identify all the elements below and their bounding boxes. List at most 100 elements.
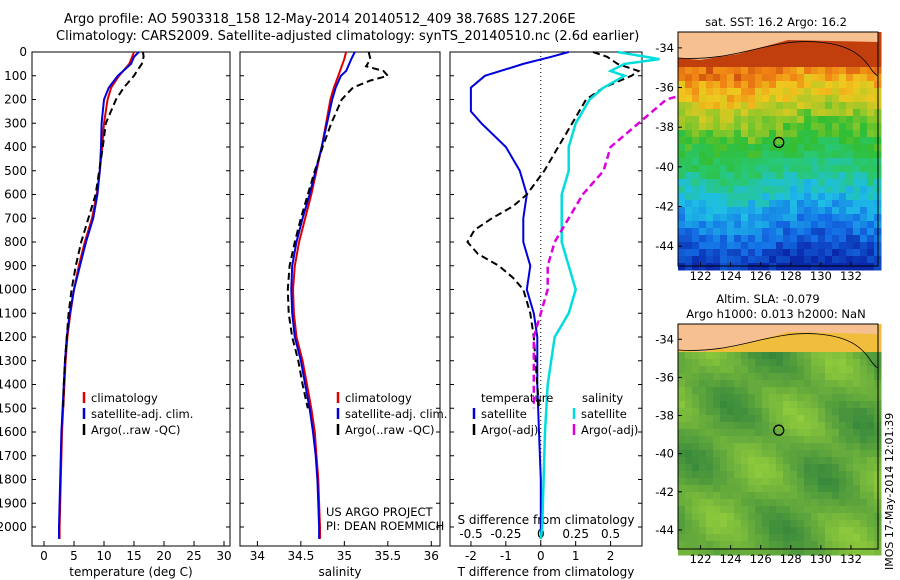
map-cell bbox=[860, 200, 868, 208]
map-cell bbox=[804, 74, 812, 82]
map-cell bbox=[783, 471, 791, 479]
map-cell bbox=[769, 443, 777, 451]
map-cell bbox=[720, 81, 728, 89]
map-cell bbox=[811, 67, 819, 75]
map-cell bbox=[846, 373, 854, 381]
map-cell bbox=[713, 478, 721, 486]
map-cell bbox=[734, 186, 742, 194]
map-cell bbox=[832, 186, 840, 194]
map-cell bbox=[762, 123, 770, 131]
map-cell bbox=[741, 186, 749, 194]
map-cell bbox=[804, 186, 812, 194]
map-cell bbox=[790, 443, 798, 451]
map-cell bbox=[853, 520, 861, 528]
map-cell bbox=[741, 373, 749, 381]
map-cell bbox=[776, 46, 784, 54]
map-cell bbox=[692, 158, 700, 166]
map-cell bbox=[818, 548, 826, 556]
map-cell bbox=[867, 186, 875, 194]
map-cell bbox=[685, 471, 693, 479]
map-cell bbox=[762, 408, 770, 416]
map-cell bbox=[818, 408, 826, 416]
map-cell bbox=[846, 53, 854, 61]
map-cell bbox=[762, 221, 770, 229]
map-cell bbox=[790, 242, 798, 250]
map-cell bbox=[685, 394, 693, 402]
map-cell bbox=[706, 81, 714, 89]
map-cell bbox=[748, 242, 756, 250]
map-cell bbox=[748, 429, 756, 437]
map-cell bbox=[762, 60, 770, 68]
map-cell bbox=[804, 338, 812, 346]
map-cell bbox=[685, 429, 693, 437]
map-cell bbox=[734, 242, 742, 250]
map-cell bbox=[825, 457, 833, 465]
map-cell bbox=[839, 520, 847, 528]
map-cell bbox=[860, 165, 868, 173]
map-cell bbox=[706, 513, 714, 521]
map-cell bbox=[685, 520, 693, 528]
map-cell bbox=[727, 548, 735, 556]
map-cell bbox=[755, 478, 763, 486]
map-cell bbox=[727, 394, 735, 402]
map-cell bbox=[867, 207, 875, 215]
map-cell bbox=[790, 478, 798, 486]
map-cell bbox=[797, 74, 805, 82]
map-cell bbox=[853, 436, 861, 444]
x-axis-label: T difference from climatology bbox=[457, 565, 635, 579]
map-cell bbox=[769, 450, 777, 458]
top-x-axis-label: S difference from climatology bbox=[458, 513, 635, 527]
map-cell bbox=[755, 373, 763, 381]
map-cell bbox=[839, 256, 847, 264]
map-cell bbox=[755, 242, 763, 250]
map-cell bbox=[832, 541, 840, 549]
map-cell bbox=[734, 387, 742, 395]
map-cell bbox=[762, 109, 770, 117]
map-cell bbox=[755, 513, 763, 521]
map-cell bbox=[783, 436, 791, 444]
map-cell bbox=[818, 151, 826, 159]
map-cell bbox=[692, 415, 700, 423]
map-cell bbox=[811, 436, 819, 444]
y-tick-label: 0 bbox=[19, 45, 27, 59]
map-cell bbox=[832, 534, 840, 542]
map-cell bbox=[867, 436, 875, 444]
map-cell bbox=[699, 513, 707, 521]
map-cell bbox=[762, 450, 770, 458]
map-cell bbox=[769, 485, 777, 493]
map-cell bbox=[797, 81, 805, 89]
map-cell bbox=[860, 46, 868, 54]
map-cell bbox=[748, 450, 756, 458]
map-cell bbox=[797, 331, 805, 339]
map-cell bbox=[839, 95, 847, 103]
map-cell bbox=[748, 158, 756, 166]
map-cell bbox=[825, 436, 833, 444]
map-cell bbox=[755, 450, 763, 458]
map-cell bbox=[860, 443, 868, 451]
map-cell bbox=[748, 144, 756, 152]
map-cell bbox=[776, 534, 784, 542]
map-cell bbox=[699, 422, 707, 430]
map-cell bbox=[741, 74, 749, 82]
map-cell bbox=[734, 366, 742, 374]
map-cell bbox=[769, 464, 777, 472]
map-cell bbox=[706, 249, 714, 257]
map-cell bbox=[741, 207, 749, 215]
map-cell bbox=[797, 506, 805, 514]
map-cell bbox=[867, 548, 875, 556]
map-cell bbox=[867, 95, 875, 103]
map-cell bbox=[804, 60, 812, 68]
map-cell bbox=[692, 352, 700, 360]
map-cell bbox=[678, 415, 686, 423]
map-cell bbox=[699, 137, 707, 145]
map-cell bbox=[706, 256, 714, 264]
map-cell bbox=[853, 123, 861, 131]
map-cell bbox=[727, 541, 735, 549]
map-cell bbox=[818, 380, 826, 388]
map-cell bbox=[839, 144, 847, 152]
map-cell bbox=[755, 263, 763, 271]
x-tick-label: 30 bbox=[216, 549, 231, 563]
map-cell bbox=[692, 200, 700, 208]
map-cell bbox=[825, 450, 833, 458]
